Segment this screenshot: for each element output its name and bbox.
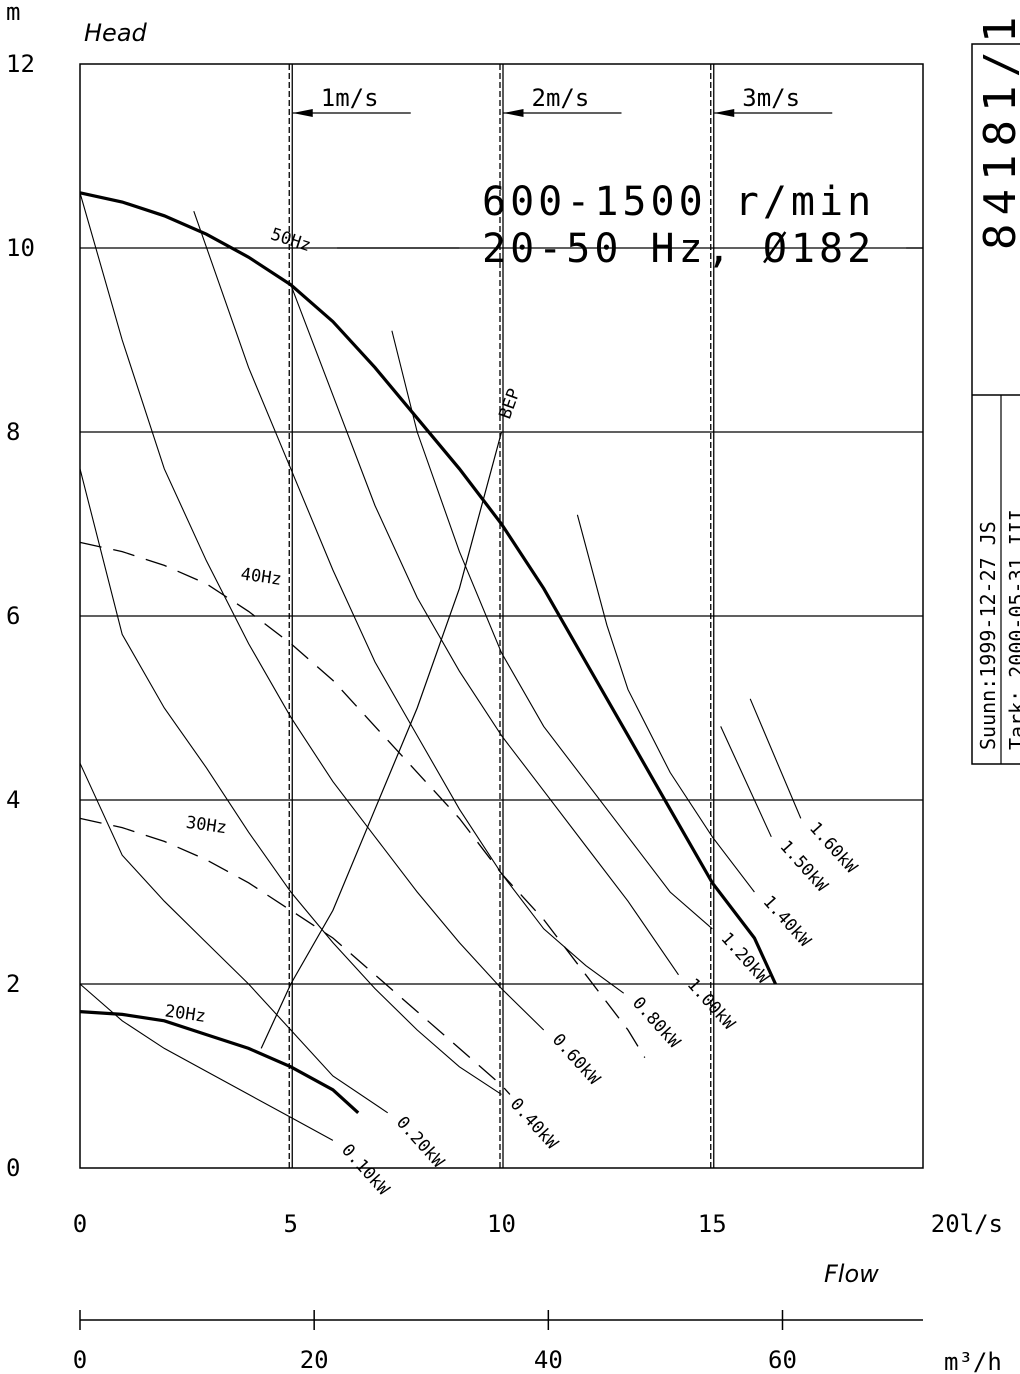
title-block: 84181/1 Suunn:1999-12-27 JS Tark: 2000-0… xyxy=(971,9,1020,765)
power-line-6 xyxy=(290,284,679,976)
power-line-8 xyxy=(576,514,755,893)
secondary-axis-label-0: 0 xyxy=(73,1346,87,1374)
curve-50hz xyxy=(79,191,777,985)
bep-line xyxy=(260,431,503,1049)
speed-range-label: 600-1500 r/min xyxy=(482,179,875,225)
frequency-impeller-label: 20-50 Hz, Ø182 xyxy=(482,226,875,272)
power-line-4 xyxy=(79,192,545,1031)
y-tick-label-2: 2 xyxy=(6,970,20,998)
velocity-label-2: 2m/s xyxy=(532,84,590,112)
y-tick-label-10: 10 xyxy=(6,234,35,262)
y-tick-label-4: 4 xyxy=(6,786,20,814)
curve-label-40hz: 40Hz xyxy=(239,564,282,590)
secondary-axis-label-40: 40 xyxy=(534,1346,563,1374)
power-label-3: 0.40kW xyxy=(506,1094,562,1154)
x-tick-label-0: 0 xyxy=(73,1210,87,1238)
x-tick-label-10: 10 xyxy=(487,1210,516,1238)
x-tick-label-20: 20l/s xyxy=(931,1210,1003,1238)
secondary-axis-unit: m³/h xyxy=(944,1348,1002,1374)
power-label-8: 1.40kW xyxy=(759,892,815,952)
secondary-axis-label-60: 60 xyxy=(768,1346,797,1374)
velocity-label-1: 1m/s xyxy=(321,84,379,112)
power-line-2 xyxy=(79,762,389,1114)
curve-40hz xyxy=(79,541,646,1058)
secondary-axis-label-20: 20 xyxy=(300,1346,329,1374)
curve-20hz xyxy=(79,1010,360,1114)
power-line-10 xyxy=(749,698,802,819)
power-line-5 xyxy=(193,211,625,994)
power-label-2: 0.20kW xyxy=(392,1113,448,1173)
x-tick-label-5: 5 xyxy=(284,1210,298,1238)
drawing-number: 84181/1 xyxy=(975,9,1020,250)
curve-30hz xyxy=(79,817,511,1095)
power-line-3 xyxy=(79,468,502,1095)
y-tick-label-6: 6 xyxy=(6,602,20,630)
x-axis-title: Flow xyxy=(824,1260,879,1288)
curve-label-50hz: 50Hz xyxy=(268,225,313,257)
velocity-arrow-head-2 xyxy=(503,109,524,117)
title-block-frame xyxy=(971,43,1020,765)
x-tick-label-15: 15 xyxy=(698,1210,727,1238)
designed-by-date: Suunn:1999-12-27 JS xyxy=(976,521,1000,750)
velocity-arrow-head-1 xyxy=(292,109,313,117)
power-label-1: 0.10kW xyxy=(337,1140,393,1200)
y-tick-label-8: 8 xyxy=(6,418,20,446)
power-line-9 xyxy=(720,726,772,838)
y-tick-label-12: 12 xyxy=(6,50,35,78)
power-label-4: 0.60kW xyxy=(548,1030,604,1090)
checked-by-date: Tark: 2000-05-31 III xyxy=(1005,509,1020,750)
y-tick-label-0: 0 xyxy=(6,1154,20,1182)
curve-label-30hz: 30Hz xyxy=(185,813,228,839)
power-line-1 xyxy=(79,983,334,1141)
y-unit-label: m xyxy=(6,0,20,26)
power-line-7 xyxy=(391,330,713,930)
velocity-label-3: 3m/s xyxy=(742,84,800,112)
velocity-arrow-head-3 xyxy=(714,109,735,117)
y-axis-title: Head xyxy=(84,19,148,47)
